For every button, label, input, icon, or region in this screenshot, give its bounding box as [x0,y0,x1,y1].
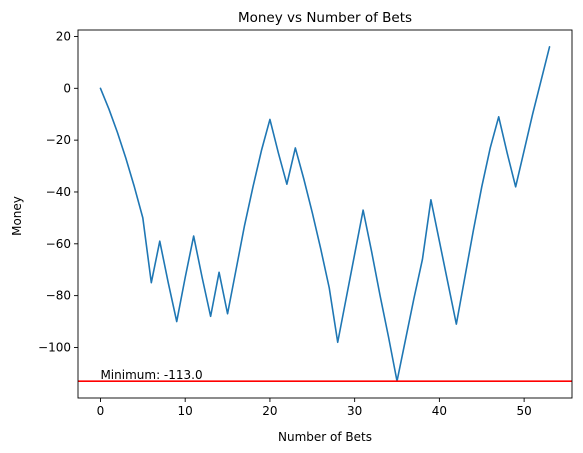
y-tick-label-20: 20 [56,29,71,43]
y-tick-label--60: −60 [46,237,71,251]
x-axis-label: Number of Bets [278,430,372,444]
y-tick-label--80: −80 [46,289,71,303]
y-tick-label--100: −100 [38,340,71,354]
x-tick-label-0: 0 [97,404,105,418]
x-tick-label-30: 30 [347,404,362,418]
plot-frame [77,29,573,399]
x-tick-label-50: 50 [516,404,531,418]
x-tick-label-20: 20 [262,404,277,418]
y-tick-label--20: −20 [46,133,71,147]
y-tick-label--40: −40 [46,185,71,199]
minimum-annotation: Minimum: -113.0 [100,368,202,382]
x-tick-label-10: 10 [178,404,193,418]
chart-title: Money vs Number of Bets [238,10,412,26]
series-line-0 [99,46,551,382]
y-axis-label: Money [10,196,24,236]
x-tick-label-40: 40 [432,404,447,418]
y-tick-label-0: 0 [63,81,71,95]
